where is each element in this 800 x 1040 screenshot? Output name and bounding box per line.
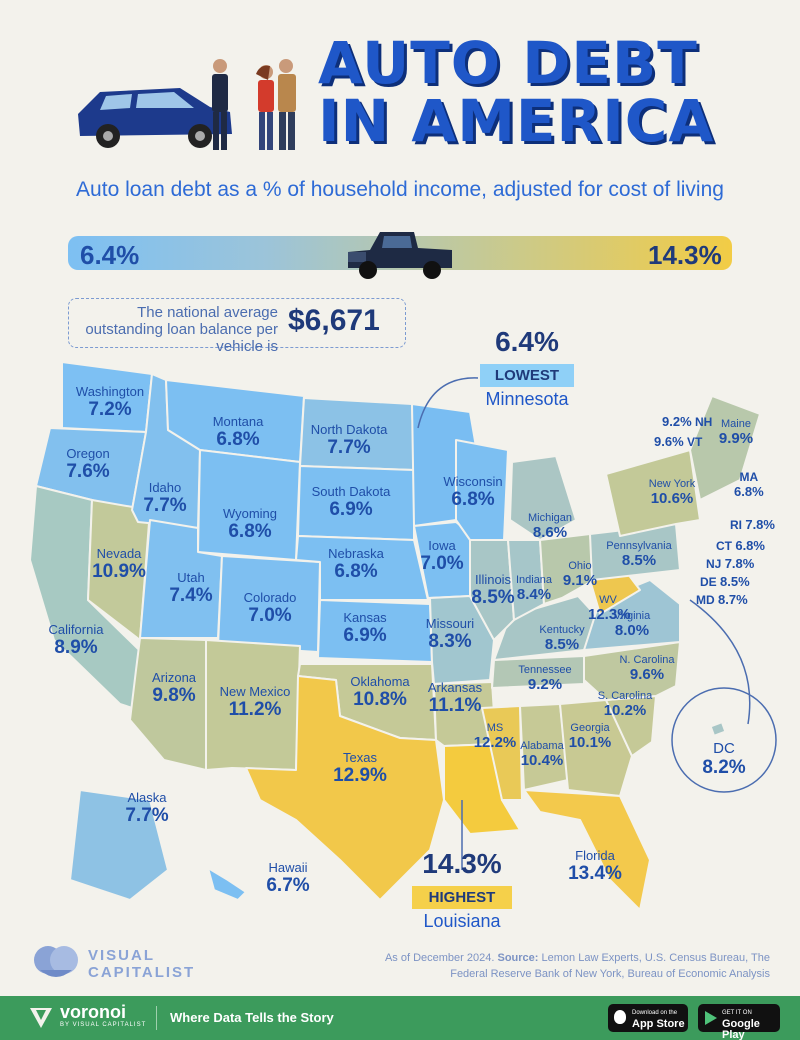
state-oh xyxy=(539,533,595,605)
state-hi xyxy=(207,867,247,901)
label-in: Indiana 8.4% xyxy=(515,574,553,603)
voronoi-brand: voronoi BY VISUAL CAPITALIST xyxy=(60,1002,147,1028)
label-vt: 9.6% VT xyxy=(654,434,703,449)
apple-icon xyxy=(614,1010,626,1024)
label-mi: Michigan 8.6% xyxy=(527,512,573,541)
footer-divider xyxy=(156,1006,157,1030)
state-wy xyxy=(197,449,301,561)
label-ga: Georgia 10.1% xyxy=(568,722,612,751)
label-nv: Nevada 10.9% xyxy=(92,546,146,582)
lowest-callout: 6.4% LOWEST Minnesota xyxy=(472,326,582,410)
state-ny xyxy=(605,449,701,537)
label-al: Alabama 10.4% xyxy=(520,740,564,769)
national-average-box xyxy=(68,298,406,348)
label-ct: CT 6.8% xyxy=(716,538,765,553)
label-nc: N. Carolina 9.6% xyxy=(619,654,675,683)
national-average-text: The national average outstanding loan ba… xyxy=(85,304,278,355)
label-ne: Nebraska 6.8% xyxy=(328,546,384,582)
label-hi: Hawaii 6.7% xyxy=(266,860,310,896)
lowest-state: Minnesota xyxy=(485,389,569,409)
label-tn: Tennessee 9.2% xyxy=(518,664,572,693)
label-wv: WV 12.3% xyxy=(588,594,631,623)
label-va: Virginia 8.0% xyxy=(613,610,651,639)
google-play-button[interactable]: GET IT ON Google Play xyxy=(698,1004,780,1040)
label-tx: Texas 12.9% xyxy=(333,750,387,786)
label-wi: Wisconsin 6.8% xyxy=(443,474,503,510)
label-mo: Missouri 8.3% xyxy=(425,616,475,652)
label-ok: Oklahoma 10.8% xyxy=(350,674,410,710)
label-ms: MS 12.2% xyxy=(473,722,517,751)
lowest-value: 6.4% xyxy=(495,326,559,357)
source-note: As of December 2024. Source: Lemon Law E… xyxy=(384,952,770,980)
us-map xyxy=(29,361,777,911)
label-ri: RI 7.8% xyxy=(730,517,775,532)
label-nm: New Mexico 11.2% xyxy=(219,684,291,720)
lowest-tag: LOWEST xyxy=(480,364,574,387)
label-wa: Washington 7.2% xyxy=(75,384,145,420)
highest-tag: HIGHEST xyxy=(412,886,512,909)
label-pa: Pennsylvania 8.5% xyxy=(606,540,672,569)
label-oh: Ohio 9.1% xyxy=(562,560,598,589)
state-ga xyxy=(559,699,633,797)
state-tn xyxy=(491,655,585,689)
google-play-icon xyxy=(705,1011,717,1025)
label-fl: Florida 13.4% xyxy=(568,848,622,884)
state-ne-region xyxy=(689,395,761,501)
label-nh: 9.2% NH xyxy=(662,414,713,429)
label-ca: California 8.9% xyxy=(48,622,104,658)
label-ma: MA 6.8% xyxy=(734,470,764,499)
highest-state: Louisiana xyxy=(423,911,501,931)
footer-tagline: Where Data Tells the Story xyxy=(170,1010,334,1025)
label-mt: Montana 6.8% xyxy=(212,414,264,450)
label-ia: Iowa 7.0% xyxy=(420,538,464,574)
label-ny: New York 10.6% xyxy=(648,478,696,507)
national-average-value: $6,671 xyxy=(288,304,380,337)
label-ks: Kansas 6.9% xyxy=(343,610,387,646)
state-ak xyxy=(69,789,169,901)
label-co: Colorado 7.0% xyxy=(243,590,297,626)
state-fl xyxy=(523,789,651,911)
label-me: Maine 9.9% xyxy=(718,418,754,447)
state-tx xyxy=(245,675,445,901)
scale-low-label: 6.4% xyxy=(80,240,140,270)
dc-callout: DC 8.2% xyxy=(702,740,746,778)
page-title: AUTO DEBT IN AMERICA xyxy=(318,29,715,155)
label-md: MD 8.7% xyxy=(696,592,748,607)
visual-capitalist-logo-icon xyxy=(34,946,78,977)
label-wy: Wyoming 6.8% xyxy=(222,506,278,542)
subtitle: Auto loan debt as a % of household incom… xyxy=(76,178,724,201)
scale-high-label: 14.3% xyxy=(648,240,722,270)
label-nd: North Dakota 7.7% xyxy=(310,422,388,458)
state-wi xyxy=(455,439,509,541)
state-mi xyxy=(509,455,577,541)
highest-value: 14.3% xyxy=(422,848,502,879)
visual-capitalist-logo: VISUAL CAPITALIST xyxy=(88,947,196,981)
label-nj: NJ 7.8% xyxy=(706,556,755,571)
pickup-truck-icon xyxy=(348,232,452,279)
label-sd: South Dakota 6.9% xyxy=(311,484,391,520)
label-ak: Alaska 7.7% xyxy=(125,790,169,826)
dc-marker xyxy=(709,721,727,737)
state-ms xyxy=(481,705,523,801)
label-ar: Arkansas 11.1% xyxy=(427,680,483,716)
label-az: Arizona 9.8% xyxy=(151,670,197,706)
label-ut: Utah 7.4% xyxy=(169,570,213,606)
label-il: Illinois 8.5% xyxy=(471,572,515,608)
voronoi-logo-icon xyxy=(30,1008,52,1028)
highest-callout: 14.3% HIGHEST Louisiana xyxy=(402,848,522,932)
app-store-button[interactable]: Download on the App Store xyxy=(608,1004,688,1032)
label-ky: Kentucky 8.5% xyxy=(539,624,585,653)
label-de: DE 8.5% xyxy=(700,574,750,589)
label-or: Oregon 7.6% xyxy=(66,446,110,482)
label-id: Idaho 7.7% xyxy=(143,480,187,516)
car-people-illustration xyxy=(78,59,296,150)
label-sc: S. Carolina 10.2% xyxy=(597,690,653,719)
